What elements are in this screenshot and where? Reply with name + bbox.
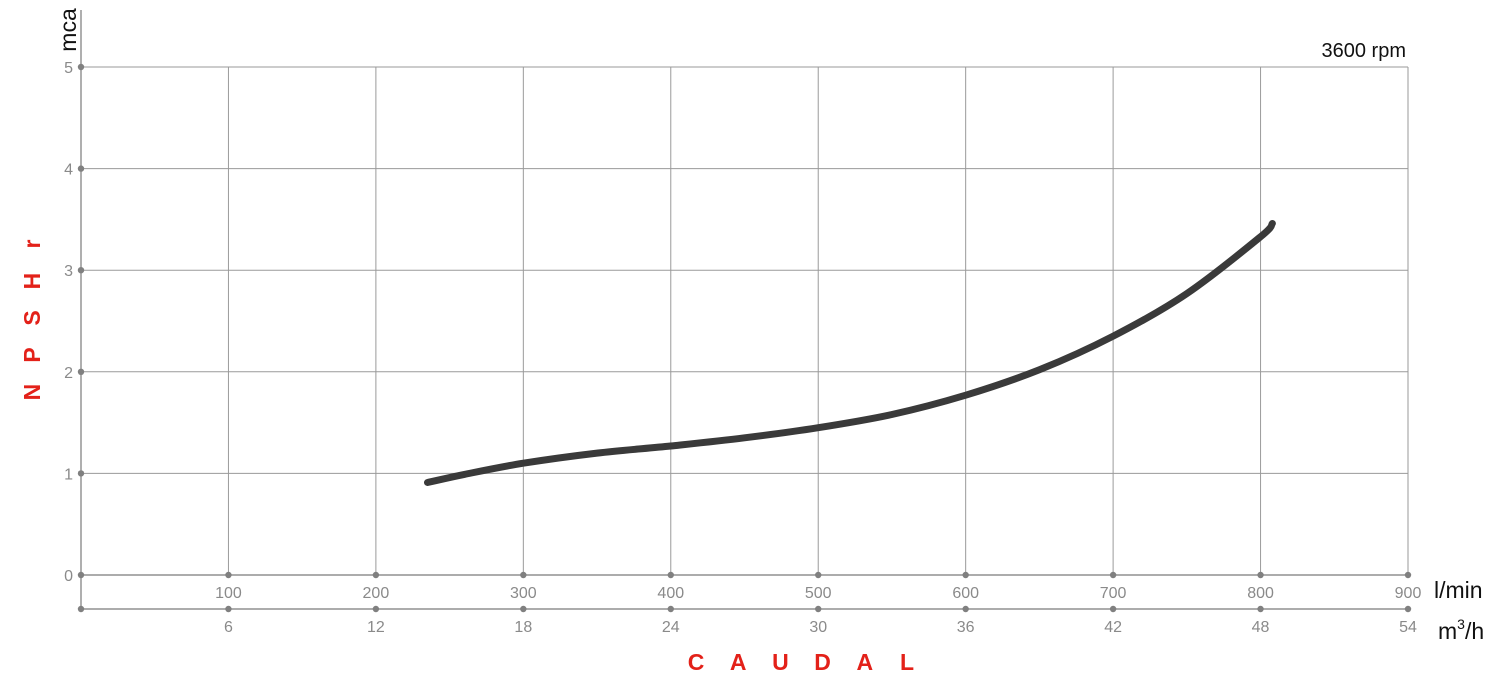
x2-tick-dot-12 xyxy=(372,605,380,613)
x2-tick-label-30: 30 xyxy=(809,619,827,636)
y-tick-dot-3 xyxy=(77,267,85,274)
x-axis-title-char-2: U xyxy=(772,649,789,675)
x-tick-dot-600 xyxy=(962,571,969,579)
x2-tick-dot-0 xyxy=(77,605,85,613)
y-axis-title-char-0: N xyxy=(19,384,45,401)
y-tick-dot-0 xyxy=(77,571,85,579)
y-tick-label-1: 1 xyxy=(64,466,73,483)
x2-tick-label-54: 54 xyxy=(1399,619,1417,636)
x-axis-title-char-0: C xyxy=(688,649,705,675)
y-tick-dot-2 xyxy=(77,368,85,375)
x2-tick-dot-6 xyxy=(225,605,232,613)
y-tick-dot-5 xyxy=(77,63,85,71)
x-tick-dot-900 xyxy=(1404,571,1412,579)
x2-tick-dot-24 xyxy=(667,605,674,613)
x-unit-secondary: m3/h xyxy=(1438,616,1484,644)
x-axis-title-char-4: A xyxy=(856,649,873,675)
y-tick-label-0: 0 xyxy=(64,568,73,585)
x-tick-label-200: 200 xyxy=(363,585,390,602)
x2-tick-label-24: 24 xyxy=(662,619,680,636)
x-tick-label-500: 500 xyxy=(805,585,832,602)
y-unit-label: mca xyxy=(55,8,81,52)
y-tick-label-3: 3 xyxy=(64,263,73,280)
x2-tick-label-42: 42 xyxy=(1104,619,1122,636)
x-tick-label-700: 700 xyxy=(1100,585,1127,602)
x-tick-label-400: 400 xyxy=(657,585,684,602)
y-axis-title-char-4: r xyxy=(19,239,45,248)
x-axis-title-char-1: A xyxy=(730,649,747,675)
x-tick-label-800: 800 xyxy=(1247,585,1274,602)
x2-tick-dot-30 xyxy=(815,605,822,613)
x2-tick-dot-54 xyxy=(1404,605,1412,613)
y-tick-dot-4 xyxy=(77,165,85,172)
x-axis-title-char-5: L xyxy=(900,649,914,675)
x2-tick-dot-36 xyxy=(962,605,969,613)
y-tick-label-4: 4 xyxy=(64,162,73,179)
x2-tick-dot-48 xyxy=(1257,605,1264,613)
rpm-annotation: 3600 rpm xyxy=(1322,40,1407,62)
y-axis-title-char-1: P xyxy=(19,347,45,362)
x-tick-dot-500 xyxy=(815,571,822,579)
x-tick-dot-400 xyxy=(667,571,674,579)
x2-tick-label-48: 48 xyxy=(1252,619,1270,636)
x-tick-dot-700 xyxy=(1109,571,1117,579)
y-axis-title-char-2: S xyxy=(19,310,45,325)
y-tick-label-2: 2 xyxy=(64,365,73,382)
x2-tick-dot-18 xyxy=(520,605,527,613)
x-tick-label-300: 300 xyxy=(510,585,537,602)
x2-tick-label-12: 12 xyxy=(367,619,385,636)
x2-tick-dot-42 xyxy=(1109,605,1117,613)
x-tick-dot-800 xyxy=(1257,571,1264,579)
npshr-curve-0 xyxy=(424,220,1276,486)
x-tick-dot-100 xyxy=(225,571,232,579)
x-tick-dot-300 xyxy=(520,571,527,579)
x-axis-title-char-3: D xyxy=(814,649,831,675)
y-tick-label-5: 5 xyxy=(64,60,73,77)
x2-tick-label-18: 18 xyxy=(514,619,532,636)
x-tick-label-900: 900 xyxy=(1395,585,1422,602)
x2-tick-label-36: 36 xyxy=(957,619,975,636)
y-tick-dot-1 xyxy=(77,470,85,477)
y-axis-title-char-3: H xyxy=(19,273,45,290)
x-tick-dot-200 xyxy=(372,571,380,579)
x-tick-label-600: 600 xyxy=(952,585,979,602)
x-unit-primary: l/min xyxy=(1434,577,1483,603)
x-tick-label-100: 100 xyxy=(215,585,242,602)
x2-tick-label-6: 6 xyxy=(224,619,233,636)
